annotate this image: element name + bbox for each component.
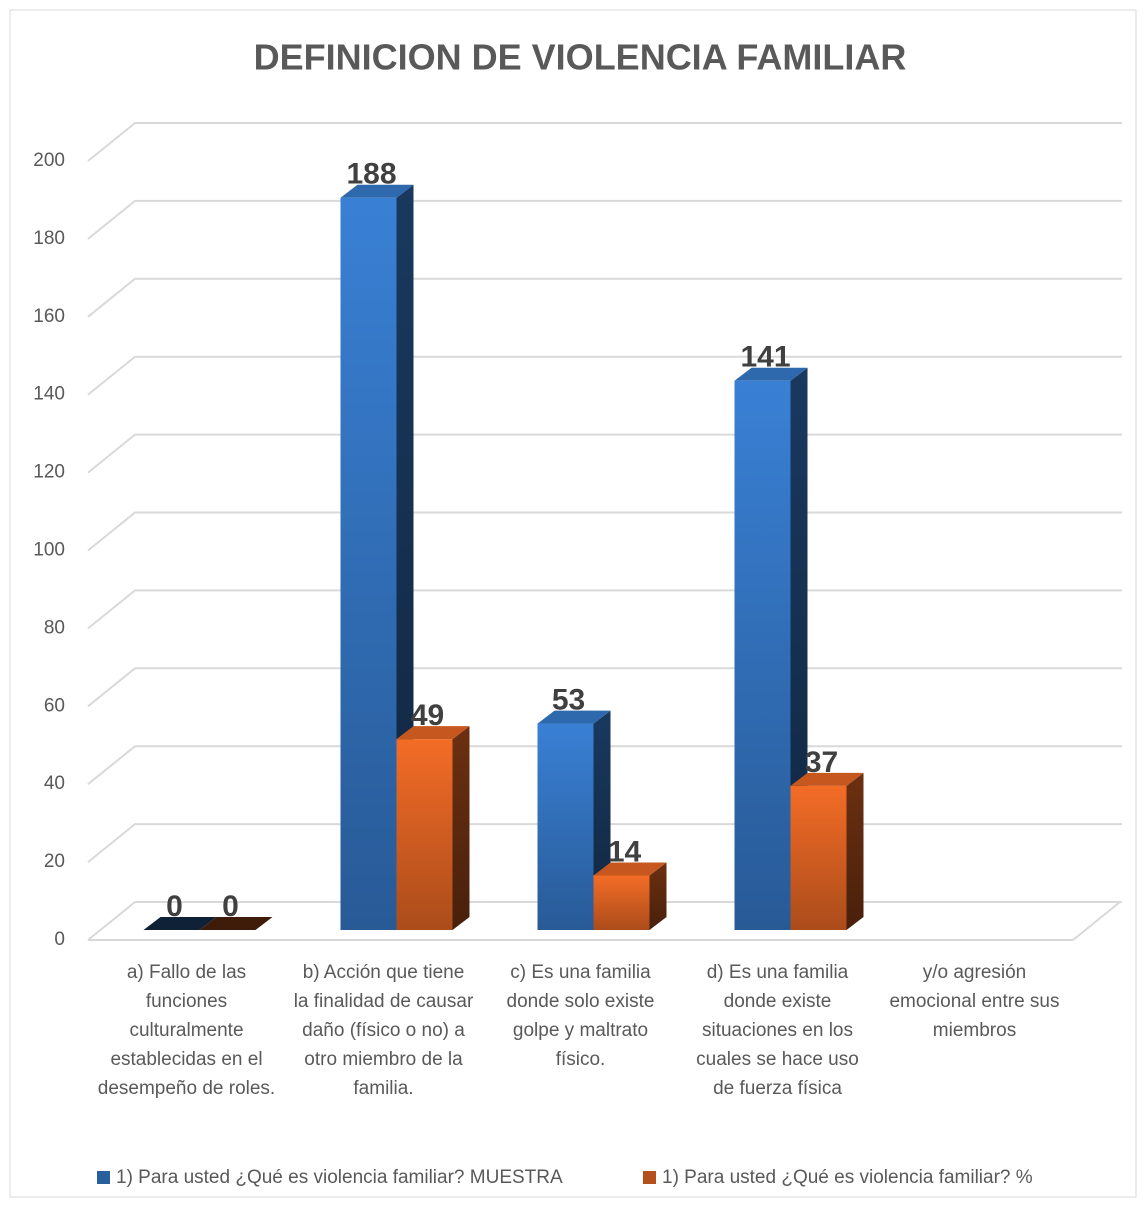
y-tick-label: 160: [33, 306, 65, 327]
bar-side: [846, 772, 864, 930]
bar-front: [396, 739, 453, 930]
bar-front: [537, 723, 594, 930]
legend-swatch: [97, 1171, 110, 1184]
grid-line: [87, 277, 1122, 318]
bar-top: [396, 726, 470, 740]
bar-front: [790, 785, 847, 930]
y-tick-label: 120: [33, 462, 65, 483]
data-label: 188: [346, 158, 396, 191]
y-tick-label: 20: [44, 851, 65, 872]
y-tick-label: 60: [44, 695, 65, 716]
data-label: 37: [805, 746, 838, 779]
bar-top: [143, 917, 217, 930]
y-tick-label: 140: [33, 384, 65, 405]
bar-top: [734, 367, 808, 381]
bar-top: [199, 917, 273, 930]
y-tick-label: 200: [33, 150, 65, 171]
chart-border: [9, 9, 1137, 1198]
bar-side: [649, 862, 667, 930]
grid-line: [87, 122, 1122, 162]
x-tick-label: d) Es una familia donde existe situacion…: [696, 962, 859, 1099]
bar-top: [790, 772, 864, 786]
legend-swatch: [643, 1171, 656, 1184]
bar-side: [452, 726, 470, 930]
bar: [396, 726, 470, 930]
data-label: 53: [552, 683, 585, 716]
data-label: 49: [411, 699, 444, 732]
x-tick-label: a) Fallo de las funciones culturalmente …: [97, 962, 276, 1099]
y-tick-label: 100: [33, 540, 65, 561]
legend-label: 1) Para usted ¿Qué es violencia familiar…: [662, 1167, 1033, 1188]
chart-title: DEFINICION DE VIOLENCIA FAMILIAR: [254, 37, 907, 78]
x-tick-label: c) Es una familia donde solo existe golp…: [506, 962, 655, 1070]
bar: [199, 917, 273, 930]
grid-line: [87, 199, 1122, 240]
bar: [143, 917, 217, 930]
floor-right: [1072, 901, 1121, 941]
x-tick-label: y/o agresión emocional entre sus miembro…: [889, 962, 1060, 1041]
data-label: 0: [222, 890, 239, 923]
bar-front: [340, 197, 397, 931]
bar-front: [593, 875, 650, 930]
y-tick-label: 0: [54, 929, 65, 950]
y-tick-label: 40: [44, 773, 65, 794]
data-label: 14: [608, 835, 642, 868]
bar: [593, 862, 667, 930]
data-label: 0: [166, 890, 183, 923]
x-tick-label: b) Acción que tiene la finalidad de caus…: [293, 962, 474, 1099]
grid-line: [87, 355, 1122, 396]
y-tick-label: 180: [33, 228, 65, 249]
bar-top: [593, 862, 667, 876]
y-tick-label: 80: [44, 617, 65, 638]
bar: [790, 772, 864, 930]
legend-label: 1) Para usted ¿Qué es violencia familiar…: [116, 1167, 563, 1188]
bar-top: [537, 710, 611, 724]
data-label: 141: [740, 341, 790, 374]
bar-top: [340, 184, 414, 198]
bar-front: [734, 380, 791, 930]
